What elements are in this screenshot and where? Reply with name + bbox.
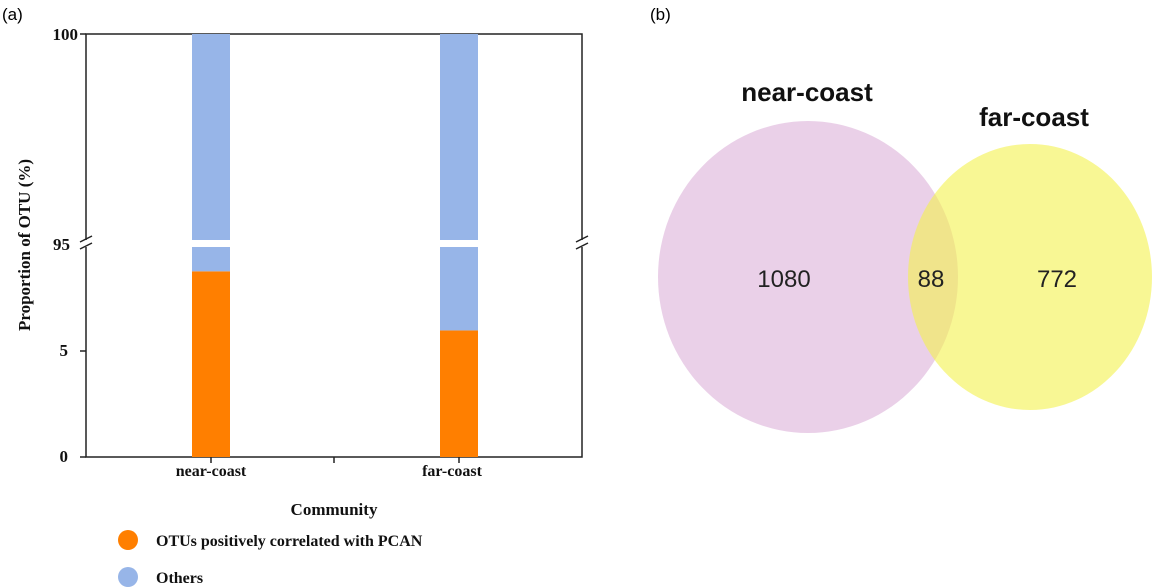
legend: OTUs positively correlated with PCAN Oth… <box>118 530 423 587</box>
venn-count-far-only: 772 <box>1037 266 1077 293</box>
axis-break-mark-right <box>575 235 589 250</box>
x-axis-title: Community <box>291 500 378 519</box>
x-tick-label: near-coast <box>176 463 247 480</box>
venn-set-title: far-coast <box>979 102 1089 132</box>
venn-set-far-coast <box>908 144 1152 410</box>
y-ticks <box>80 33 86 458</box>
bar-others-far-coast <box>440 34 478 331</box>
legend-swatch-pcan <box>118 530 138 550</box>
bar-pcan-far-coast <box>440 330 478 457</box>
panel-label-b: (b) <box>650 5 671 24</box>
venn-set-near-coast <box>658 121 958 433</box>
venn-count-intersection: 88 <box>918 266 945 293</box>
bar-pcan-near-coast <box>192 271 230 457</box>
venn-set-title: near-coast <box>741 77 873 107</box>
y-tick-label: 100 <box>53 25 79 44</box>
bar-group <box>192 34 478 457</box>
legend-label: Others <box>156 570 203 587</box>
panel-label-a: (a) <box>2 5 23 24</box>
y-tick-label: 95 <box>53 235 70 254</box>
bar-others-near-coast <box>192 34 230 272</box>
venn-count-near-only: 1080 <box>757 266 810 293</box>
venn-diagram: near-coast far-coast 1080 88 772 <box>658 77 1152 433</box>
y-tick-label: 5 <box>60 341 69 360</box>
legend-swatch-others <box>118 567 138 587</box>
x-tick-label: far-coast <box>422 463 482 480</box>
axis-break-gap <box>70 240 595 247</box>
y-axis-title: Proportion of OTU (%) <box>15 159 34 331</box>
bar-chart: 0 5 95 100 near-coast far-coast Communit… <box>15 25 595 587</box>
axis-break-mark-left <box>79 235 93 250</box>
y-tick-label: 0 <box>60 447 69 466</box>
legend-label: OTUs positively correlated with PCAN <box>156 533 423 550</box>
